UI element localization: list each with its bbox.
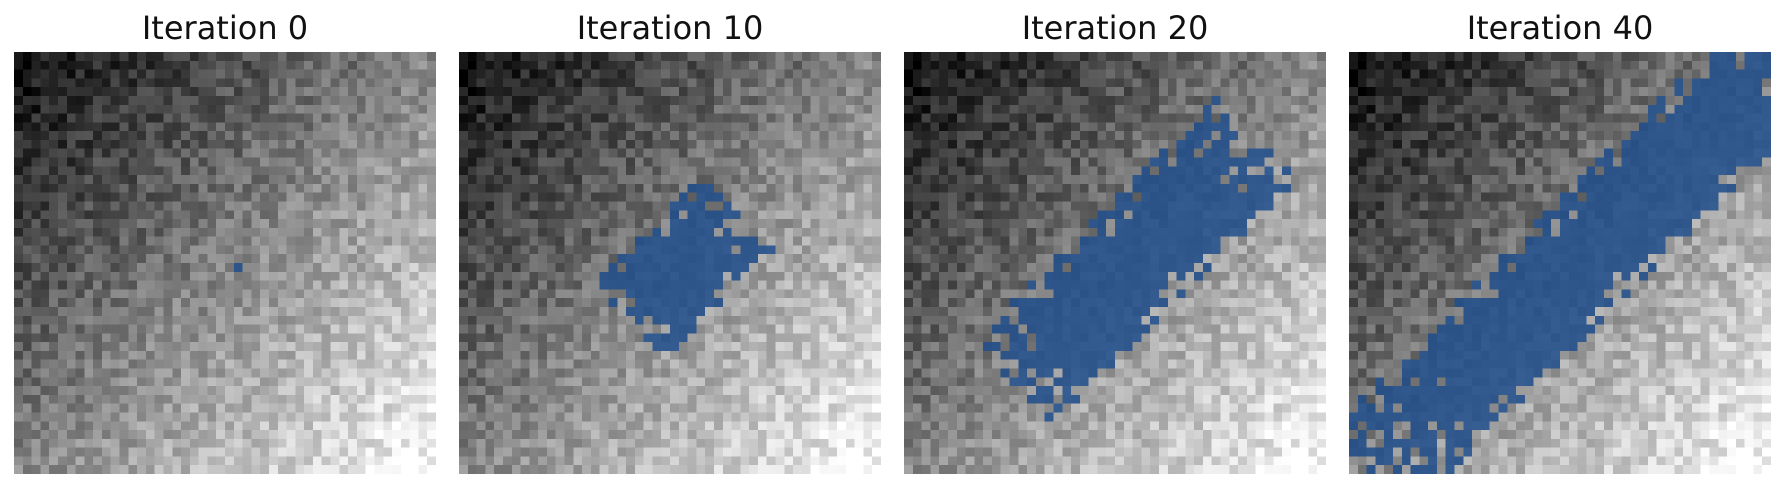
- segmentation-image: [904, 52, 1326, 474]
- panel-iteration-10: Iteration 10: [459, 0, 881, 490]
- panel-iteration-40: Iteration 40: [1349, 0, 1771, 490]
- segmentation-image: [459, 52, 881, 474]
- panel-iteration-0: Iteration 0: [14, 0, 436, 490]
- segmentation-image: [14, 52, 436, 474]
- panel-iteration-20: Iteration 20: [904, 0, 1326, 490]
- segmentation-image: [1349, 52, 1771, 474]
- panel-title: Iteration 0: [141, 9, 309, 47]
- panel-title: Iteration 40: [1466, 9, 1654, 47]
- panel-title: Iteration 20: [1021, 9, 1209, 47]
- panel-title: Iteration 10: [576, 9, 764, 47]
